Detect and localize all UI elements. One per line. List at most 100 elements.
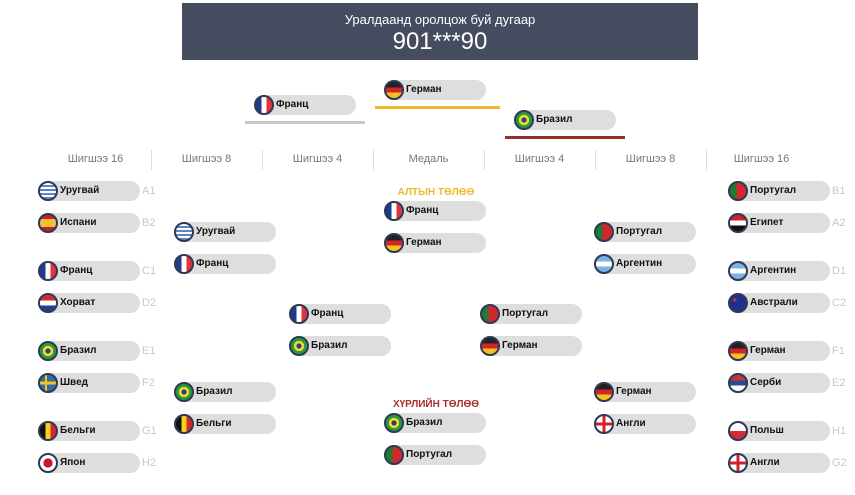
team-name: Англи bbox=[616, 418, 646, 429]
team-name: Бразил bbox=[60, 345, 97, 356]
r16-left-slot[interactable]: Швед bbox=[38, 373, 140, 393]
group-code: H2 bbox=[142, 457, 157, 469]
team-name: Аргентин bbox=[616, 258, 663, 269]
qf-right-slot[interactable]: Аргентин bbox=[594, 254, 696, 274]
fr-flag-icon bbox=[174, 254, 194, 274]
sf-right-slot[interactable]: Португал bbox=[480, 304, 582, 324]
r16-left-slot[interactable]: Бразил bbox=[38, 341, 140, 361]
column-header: Шигшээ 16 bbox=[733, 153, 790, 165]
qf-left-slot[interactable]: Франц bbox=[174, 254, 276, 274]
team-name: Бразил bbox=[406, 417, 443, 428]
team-name: Серби bbox=[750, 377, 782, 388]
column-header: Шигшээ 4 bbox=[292, 153, 343, 165]
r16-right-slot[interactable]: Португал bbox=[728, 181, 830, 201]
qf-left-slot[interactable]: Бельги bbox=[174, 414, 276, 434]
column-header: Шигшээ 8 bbox=[625, 153, 676, 165]
podium-third[interactable]: Бразил bbox=[514, 110, 616, 130]
group-code: F2 bbox=[142, 377, 155, 389]
team-name: Швед bbox=[60, 377, 88, 388]
team-name: Хорват bbox=[60, 297, 96, 308]
column-header: Шигшээ 16 bbox=[67, 153, 124, 165]
team-name: Герман bbox=[502, 340, 538, 351]
podium-first[interactable]: Герман bbox=[384, 80, 486, 100]
bronze-slot[interactable]: Португал bbox=[384, 445, 486, 465]
team-name: Герман bbox=[750, 345, 786, 356]
jp-flag-icon bbox=[38, 453, 58, 473]
r16-right-slot[interactable]: Египет bbox=[728, 213, 830, 233]
column-header: Шигшээ 4 bbox=[514, 153, 565, 165]
group-code: B2 bbox=[142, 217, 156, 229]
fr-flag-icon bbox=[289, 304, 309, 324]
final-slot[interactable]: Герман bbox=[384, 233, 486, 253]
hr-flag-icon bbox=[38, 293, 58, 313]
team-name: Австрали bbox=[750, 297, 798, 308]
group-code: E1 bbox=[142, 345, 156, 357]
qf-left-slot[interactable]: Бразил bbox=[174, 382, 276, 402]
column-divider bbox=[262, 150, 263, 170]
team-name: Герман bbox=[616, 386, 652, 397]
team-name: Герман bbox=[406, 84, 442, 95]
en-flag-icon bbox=[594, 414, 614, 434]
r16-right-slot[interactable]: Герман bbox=[728, 341, 830, 361]
fr-flag-icon bbox=[38, 261, 58, 281]
de-flag-icon bbox=[728, 341, 748, 361]
r16-left-slot[interactable]: Испани bbox=[38, 213, 140, 233]
entry-number-banner: Уралдаанд оролцож буй дугаар 901***90 bbox=[182, 3, 698, 60]
team-name: Польш bbox=[750, 425, 784, 436]
r16-right-slot[interactable]: Австрали bbox=[728, 293, 830, 313]
team-name: Уругвай bbox=[60, 185, 100, 196]
r16-left-slot[interactable]: Япон bbox=[38, 453, 140, 473]
eg-flag-icon bbox=[728, 213, 748, 233]
column-divider bbox=[484, 150, 485, 170]
team-name: Франц bbox=[311, 308, 344, 319]
sf-left-slot[interactable]: Франц bbox=[289, 304, 391, 324]
banner-subtitle: Уралдаанд оролцож буй дугаар bbox=[344, 12, 536, 27]
r16-left-slot[interactable]: Хорват bbox=[38, 293, 140, 313]
group-code: A1 bbox=[142, 185, 156, 197]
bronze-slot[interactable]: Бразил bbox=[384, 413, 486, 433]
sf-right-slot[interactable]: Герман bbox=[480, 336, 582, 356]
final-slot[interactable]: Франц bbox=[384, 201, 486, 221]
group-code: C1 bbox=[142, 265, 157, 277]
r16-right-slot[interactable]: Серби bbox=[728, 373, 830, 393]
qf-right-slot[interactable]: Герман bbox=[594, 382, 696, 402]
br-flag-icon bbox=[38, 341, 58, 361]
be-flag-icon bbox=[38, 421, 58, 441]
br-flag-icon bbox=[384, 413, 404, 433]
rs-flag-icon bbox=[728, 373, 748, 393]
qf-left-slot[interactable]: Уругвай bbox=[174, 222, 276, 242]
column-divider bbox=[373, 150, 374, 170]
pl-flag-icon bbox=[728, 421, 748, 441]
podium-second[interactable]: Франц bbox=[254, 95, 356, 115]
team-name: Герман bbox=[406, 237, 442, 248]
group-code: H1 bbox=[832, 425, 847, 437]
team-name: Португал bbox=[502, 308, 549, 319]
group-code: C2 bbox=[832, 297, 847, 309]
team-name: Франц bbox=[196, 258, 229, 269]
group-code: G2 bbox=[832, 457, 847, 469]
team-name: Уругвай bbox=[196, 226, 236, 237]
br-flag-icon bbox=[289, 336, 309, 356]
team-name: Португал bbox=[750, 185, 797, 196]
r16-left-slot[interactable]: Франц bbox=[38, 261, 140, 281]
column-header: Шигшээ 8 bbox=[181, 153, 232, 165]
team-name: Португал bbox=[406, 449, 453, 460]
qf-right-slot[interactable]: Португал bbox=[594, 222, 696, 242]
r16-right-slot[interactable]: Аргентин bbox=[728, 261, 830, 281]
sf-left-slot[interactable]: Бразил bbox=[289, 336, 391, 356]
team-name: Португал bbox=[616, 226, 663, 237]
r16-left-slot[interactable]: Бельги bbox=[38, 421, 140, 441]
r16-right-slot[interactable]: Англи bbox=[728, 453, 830, 473]
qf-right-slot[interactable]: Англи bbox=[594, 414, 696, 434]
gold-match-label: АЛТЫН ТӨЛӨӨ bbox=[397, 187, 475, 198]
team-name: Испани bbox=[60, 217, 97, 228]
se-flag-icon bbox=[38, 373, 58, 393]
team-name: Бельги bbox=[60, 425, 96, 436]
pt-flag-icon bbox=[728, 181, 748, 201]
r16-left-slot[interactable]: Уругвай bbox=[38, 181, 140, 201]
ar-flag-icon bbox=[594, 254, 614, 274]
team-name: Франц bbox=[406, 205, 439, 216]
team-name: Япон bbox=[60, 457, 86, 468]
r16-right-slot[interactable]: Польш bbox=[728, 421, 830, 441]
uy-flag-icon bbox=[38, 181, 58, 201]
